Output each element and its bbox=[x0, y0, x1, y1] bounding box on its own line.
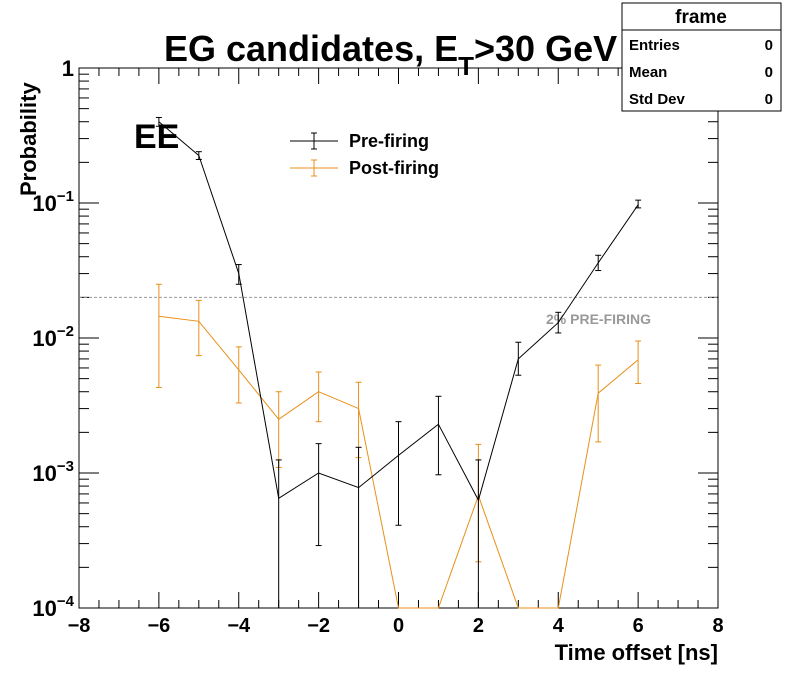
x-tick-label: −6 bbox=[147, 615, 170, 637]
y-tick-label: 1 bbox=[62, 56, 74, 81]
title-subscript: T bbox=[458, 51, 474, 81]
chart-title: EG candidates, ET>30 GeV bbox=[164, 28, 617, 81]
x-tick-label: 2 bbox=[473, 615, 484, 637]
stats-entries-label: Entries bbox=[629, 37, 680, 54]
legend-pre-firing-label: Pre-firing bbox=[349, 131, 429, 151]
stats-mean-value: 0 bbox=[765, 64, 773, 81]
x-axis-title: Time offset [ns] bbox=[555, 640, 718, 665]
stats-entries-value: 0 bbox=[765, 37, 773, 54]
title-rest: >30 GeV bbox=[474, 28, 617, 69]
stats-stddev-label: Std Dev bbox=[629, 91, 686, 108]
y-tick-label: 10−3 bbox=[32, 458, 74, 486]
y-tick-label: 10−4 bbox=[32, 593, 74, 621]
x-tick-label: −4 bbox=[227, 615, 251, 637]
series-post-firing bbox=[155, 283, 642, 609]
stats-box: frame Entries 0 Mean 0 Std Dev 0 bbox=[621, 2, 782, 112]
legend-post-firing-label: Post-firing bbox=[349, 158, 439, 178]
threshold-label: 2% PRE-FIRING bbox=[546, 311, 651, 327]
x-tick-label: 6 bbox=[633, 615, 644, 637]
stats-box-title: frame bbox=[675, 7, 727, 28]
y-tick-label: 10−1 bbox=[32, 188, 74, 216]
y-axis-title: Probability bbox=[16, 82, 41, 196]
region-label: EE bbox=[134, 118, 179, 156]
x-tick-label: 8 bbox=[712, 615, 723, 637]
x-tick-label: 4 bbox=[553, 615, 565, 637]
x-tick-label: 0 bbox=[393, 615, 404, 637]
legend-entry-post-firing: Post-firing bbox=[290, 158, 439, 178]
axis-ticks bbox=[78, 67, 719, 609]
y-tick-label: 10−2 bbox=[32, 323, 74, 351]
x-tick-labels: −8 −6 −4 −2 0 2 4 6 8 bbox=[68, 615, 724, 637]
x-tick-label: −8 bbox=[68, 615, 91, 637]
stats-box-frame bbox=[621, 2, 782, 112]
series-pre-firing bbox=[155, 116, 642, 608]
legend: Pre-firing Post-firing bbox=[290, 131, 439, 178]
x-tick-label: −2 bbox=[307, 615, 330, 637]
stats-mean-label: Mean bbox=[629, 64, 667, 81]
legend-entry-pre-firing: Pre-firing bbox=[290, 131, 429, 151]
stats-stddev-value: 0 bbox=[765, 91, 773, 108]
y-tick-labels: 10−4 10−3 10−2 10−1 1 bbox=[32, 56, 74, 621]
